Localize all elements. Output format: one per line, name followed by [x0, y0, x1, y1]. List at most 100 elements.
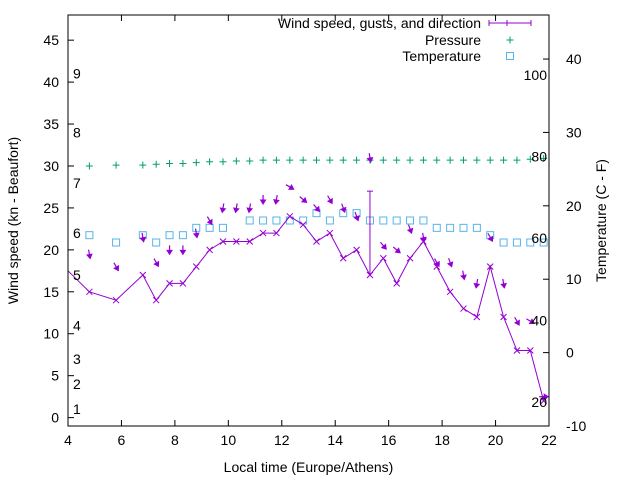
pressure-point [433, 156, 441, 164]
pressure-point [419, 156, 427, 164]
wind-speed-point [219, 238, 227, 245]
legend-sample-temperature [506, 52, 514, 60]
wind-speed-point [339, 254, 347, 262]
x-tick-label: 8 [171, 432, 179, 448]
pressure-point [206, 158, 214, 166]
wind-direction-arrow [246, 203, 254, 214]
wind-speed-point [540, 397, 548, 405]
arrow-head [460, 274, 467, 281]
pressure-point [459, 156, 467, 164]
arrow-head [179, 249, 187, 256]
wind-speed-point [192, 263, 200, 270]
arrow-head [487, 235, 494, 242]
y-left-tick-label: 5 [51, 368, 59, 384]
arrow-head [246, 207, 254, 214]
pressure-point [540, 154, 548, 162]
fahrenheit-label: 100 [524, 67, 548, 83]
arrow-head [273, 198, 280, 205]
wind-speed-point [206, 246, 213, 254]
x-tick-label: 20 [488, 432, 504, 448]
wind-speed-point [326, 229, 334, 237]
wind-direction-arrow [513, 316, 520, 326]
wind-speed-point [460, 305, 467, 312]
temperature-point [512, 238, 521, 247]
legend-sample-pressure [506, 36, 514, 44]
pressure-point [353, 156, 361, 164]
fahrenheit-label: 20 [531, 394, 547, 410]
wind-direction-arrow [113, 262, 120, 272]
arrow-head [543, 393, 550, 401]
temperature-point [259, 216, 268, 225]
wind-direction-arrow [353, 211, 360, 222]
y-right-tick-label: 40 [566, 51, 582, 67]
wind-direction-arrow [192, 228, 200, 239]
temperature-point [472, 223, 481, 232]
pressure-point [526, 155, 534, 163]
wind-speed-point [473, 313, 481, 321]
wind-direction-arrow [179, 245, 187, 256]
x-tick-label: 16 [381, 432, 397, 448]
wind-direction-arrow [526, 318, 536, 325]
wind-direction-arrow [379, 241, 387, 250]
pressure-point [259, 156, 267, 164]
wind-direction-arrow [232, 203, 240, 214]
temperature-point [432, 223, 441, 232]
wind-speed-point [179, 280, 187, 287]
arrow-head [219, 207, 227, 214]
pressure-point [272, 156, 280, 164]
x-tick-label: 22 [541, 432, 557, 448]
wind-direction-arrow [433, 258, 440, 268]
temperature-point [499, 238, 508, 247]
arrow-head [353, 215, 360, 222]
wind-direction-arrow [166, 245, 173, 256]
arrow-head [326, 197, 333, 205]
beaufort-label: 7 [73, 175, 81, 191]
wind-speed-point [166, 280, 173, 287]
wind-direction-arrow [259, 195, 267, 205]
wind-speed-point [513, 347, 521, 354]
arrow-head [166, 249, 173, 256]
temperature-point [272, 216, 281, 225]
series-layer [67, 153, 550, 405]
arrow-head [300, 196, 308, 204]
temperature-point [112, 238, 121, 247]
x-axis-label: Local time (Europe/Athens) [224, 459, 394, 475]
pressure-point [286, 156, 294, 164]
pressure-point [219, 158, 227, 166]
wind-speed-point [299, 221, 307, 229]
arrow-head [86, 253, 93, 260]
wind-speed-point [353, 246, 360, 254]
pressure-point [406, 156, 414, 164]
pressure-point [192, 159, 200, 167]
wind-speed-point [273, 229, 280, 237]
arrow-head [153, 260, 160, 268]
fahrenheit-label: 60 [531, 230, 547, 246]
beaufort-label: 4 [73, 317, 81, 333]
wind-speed-point [500, 313, 507, 321]
legend: Wind speed, gusts, and direction Pressur… [278, 15, 532, 64]
pressure-point [393, 156, 401, 164]
wind-direction-arrow [86, 249, 93, 260]
wind-direction-arrow [406, 224, 414, 235]
y-left-tick-label: 30 [43, 158, 59, 174]
temperature-point [459, 223, 468, 232]
wind-speed-point [379, 254, 387, 262]
pressure-point [473, 156, 481, 164]
pressure-point [246, 157, 254, 165]
y-right-tick-label: 20 [566, 198, 582, 214]
arrow-head [380, 243, 387, 250]
wind-direction-arrow [340, 203, 347, 214]
temperature-point [419, 216, 428, 225]
x-tick-label: 14 [327, 432, 343, 448]
pressure-point [166, 159, 174, 167]
beaufort-label: 8 [73, 124, 81, 140]
fahrenheit-label: 40 [531, 312, 547, 328]
legend-label-temperature: Temperature [402, 48, 481, 64]
x-tick-label: 4 [64, 432, 72, 448]
temperature-point [325, 216, 334, 225]
beaufort-label: 9 [73, 66, 81, 82]
temperature-point [379, 216, 388, 225]
wind-direction-arrow [446, 258, 454, 268]
y-left-tick-label: 35 [43, 116, 59, 132]
beaufort-label: 2 [73, 376, 81, 392]
